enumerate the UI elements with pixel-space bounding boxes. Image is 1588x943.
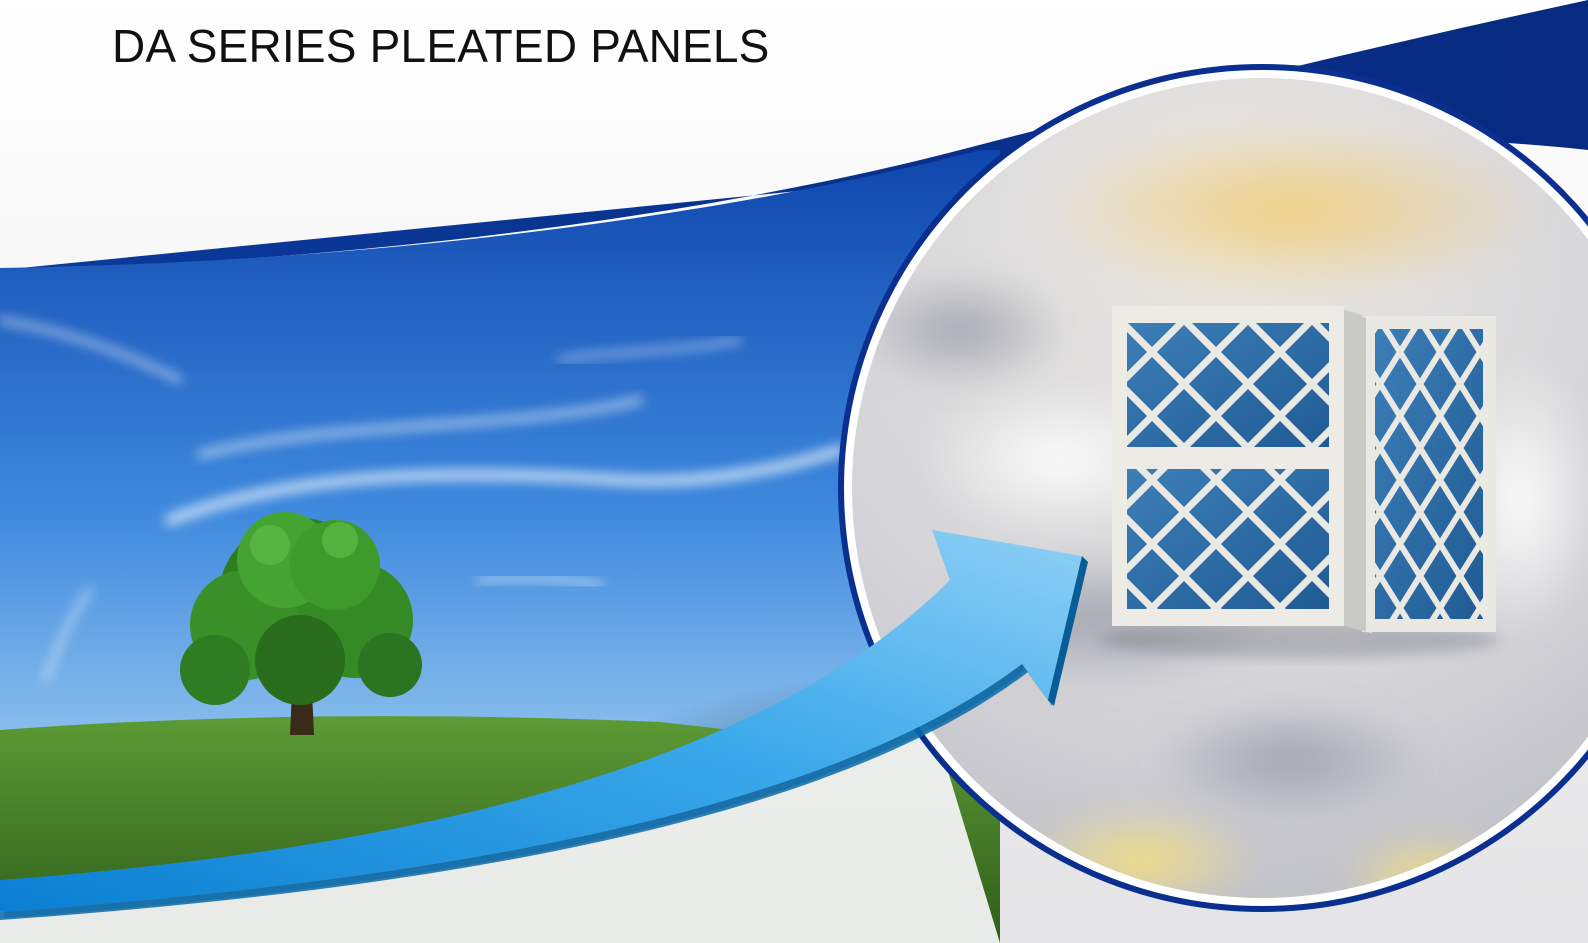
curved-arrow-icon: [0, 530, 1088, 920]
tree: [180, 512, 422, 735]
product-photo: [852, 78, 1588, 898]
page-title: DA SERIES PLEATED PANELS: [112, 20, 770, 72]
pleated-panel-filter-icon: [1100, 306, 1500, 658]
filter-front: [1112, 306, 1366, 632]
